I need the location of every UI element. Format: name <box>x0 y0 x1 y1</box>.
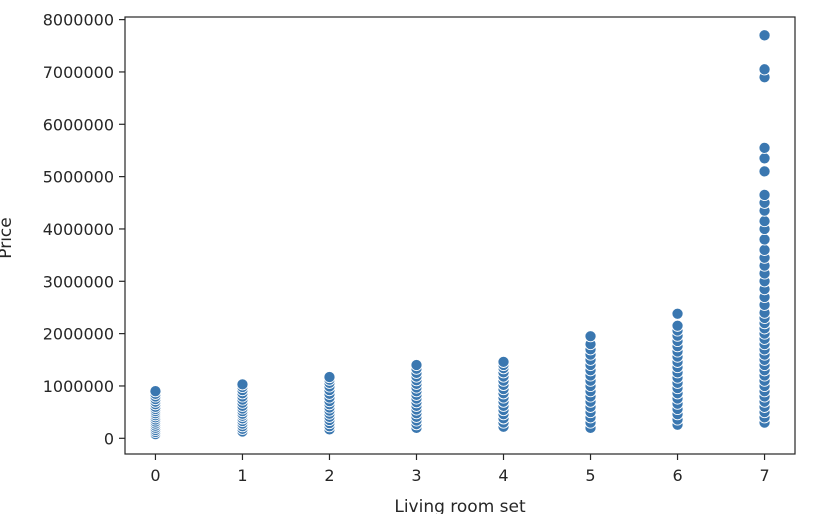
data-point <box>671 319 684 332</box>
y-tick-label: 5000000 <box>43 168 114 187</box>
y-tick-label: 8000000 <box>43 11 114 30</box>
data-point <box>758 215 771 228</box>
data-point <box>149 385 162 398</box>
data-point <box>410 358 423 372</box>
x-tick-label: 2 <box>324 466 334 485</box>
data-point <box>758 243 771 256</box>
y-axis-label: Price <box>0 217 16 258</box>
data-point <box>758 29 771 42</box>
data-point <box>497 355 510 368</box>
x-axis-ticks: 0 1 2 3 4 5 6 7 <box>150 454 770 485</box>
data-point <box>323 371 336 384</box>
data-point <box>758 63 771 76</box>
y-tick-label: 7000000 <box>43 63 114 82</box>
y-tick-label: 4000000 <box>43 220 114 239</box>
data-point <box>758 188 771 201</box>
x-tick-label: 5 <box>585 466 595 485</box>
x-tick-label: 1 <box>237 466 247 485</box>
data-point <box>236 378 249 391</box>
y-tick-label: 6000000 <box>43 115 114 134</box>
x-tick-label: 7 <box>759 466 769 485</box>
x-tick-label: 4 <box>498 466 508 485</box>
data-point <box>758 152 771 165</box>
data-point <box>584 330 597 343</box>
y-tick-label: 2000000 <box>43 325 114 344</box>
data-point <box>758 165 771 178</box>
points-layer <box>149 29 771 441</box>
data-point <box>758 233 771 246</box>
y-axis-ticks: 0 1000000 2000000 3000000 4000000 5000000 6000… <box>43 11 125 448</box>
data-point <box>671 307 684 320</box>
x-tick-label: 0 <box>150 466 160 485</box>
x-axis-label: Living room set <box>394 497 526 514</box>
data-point <box>758 141 771 154</box>
x-tick-label: 6 <box>672 466 682 485</box>
y-tick-label: 3000000 <box>43 272 114 291</box>
y-tick-label: 0 <box>104 429 114 448</box>
plot-frame <box>124 16 796 455</box>
x-tick-label: 3 <box>411 466 421 485</box>
y-tick-label: 1000000 <box>43 377 114 396</box>
